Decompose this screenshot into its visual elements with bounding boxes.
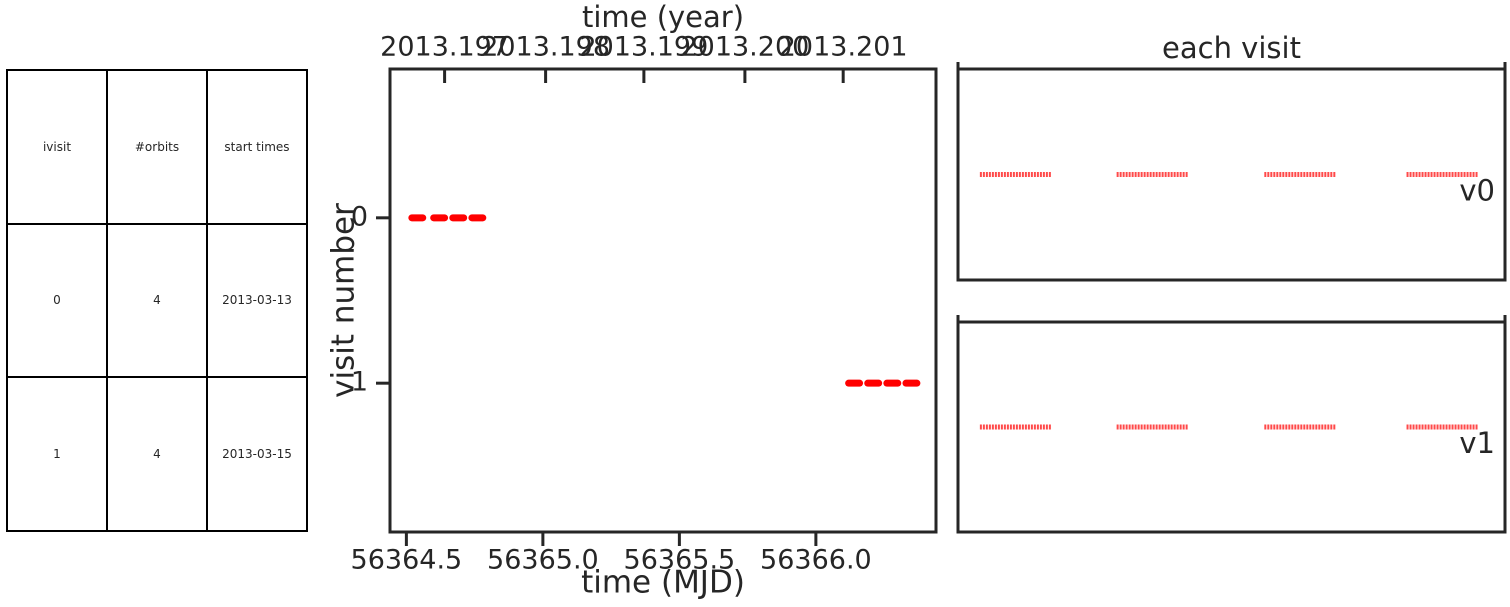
y-tick-label: 0 [351,201,368,232]
top-x-tick-label: 2013.198 [481,32,610,63]
visit-panel-frame [956,67,1507,282]
each-visit-title: each visit [1162,31,1301,65]
visit-panel-frame [956,320,1507,534]
top-x-tick-label: 2013.199 [579,32,708,63]
x-tick-label: 56366.0 [760,545,872,576]
visit-panel-label: v0 [1459,174,1495,208]
table-header-orbits: #orbits [106,69,208,225]
table-cell-orbits: 4 [106,222,208,379]
table-header-start-times: start times [206,69,308,225]
table-cell-start-time: 2013-03-15 [206,376,308,532]
visit-panel-label: v1 [1459,426,1495,460]
table-cell-orbits: 4 [106,376,208,532]
visit-table-panel: ivisit #orbits start times 0 4 2013-03-1… [6,69,308,532]
table-row: 1 4 2013-03-15 [6,376,308,532]
top-x-tick-label: 2013.201 [779,32,908,63]
y-axis-label: visit number [326,203,362,398]
visit-table: ivisit #orbits start times 0 4 2013-03-1… [6,69,308,532]
top-x-tick-label: 2013.197 [380,32,509,63]
timeline-axes-frame [388,67,938,534]
table-cell-ivisit: 0 [6,222,108,379]
table-header-ivisit: ivisit [6,69,108,225]
x-tick-label: 56365.0 [487,545,599,576]
y-tick-label: 1 [351,367,368,398]
top-x-tick-label: 2013.200 [680,32,809,63]
x-tick-label: 56365.5 [624,545,736,576]
table-row: 0 4 2013-03-13 [6,222,308,379]
x-tick-label: 56364.5 [351,545,463,576]
x-axis-label: time (MJD) [581,565,745,601]
table-header-row: ivisit #orbits start times [6,69,308,225]
table-cell-start-time: 2013-03-13 [206,222,308,379]
top-x-axis-label: time (year) [582,0,744,34]
table-cell-ivisit: 1 [6,376,108,532]
